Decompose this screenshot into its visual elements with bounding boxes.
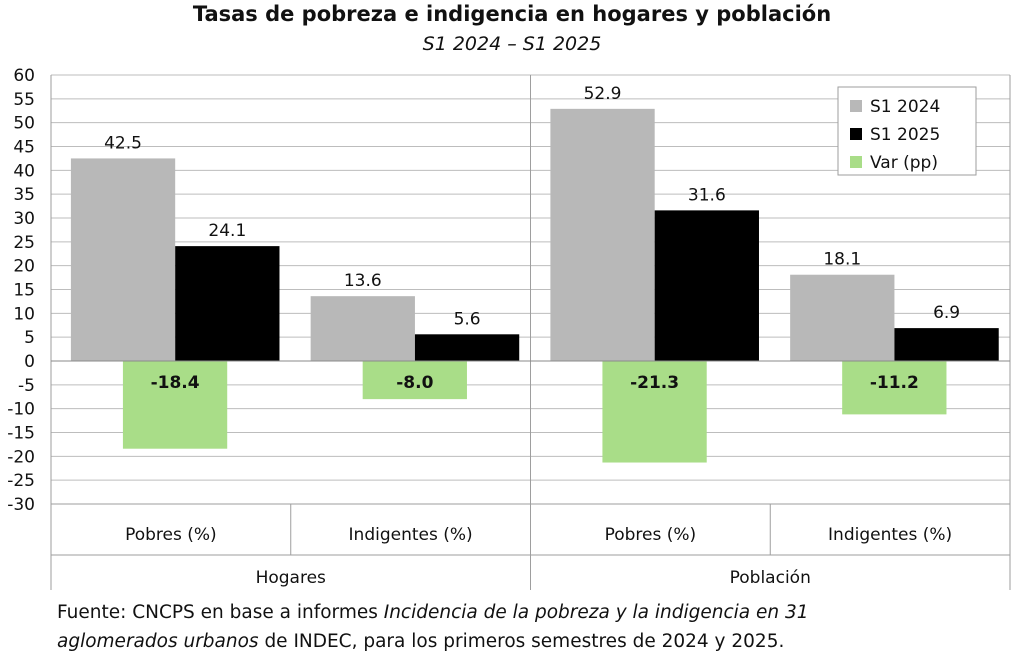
y-tick-label: 60 bbox=[13, 66, 35, 86]
bar-chart: 605550454035302520151050-5-10-15-20-25-3… bbox=[7, 66, 1011, 590]
legend-label: S1 2025 bbox=[870, 125, 940, 145]
category-label: Indigentes (%) bbox=[828, 525, 952, 545]
y-tick-label: -30 bbox=[7, 495, 35, 515]
category-label: Pobres (%) bbox=[125, 525, 217, 545]
y-tick-label: -20 bbox=[7, 447, 35, 467]
bar-var-pp bbox=[602, 361, 707, 463]
y-tick-label: 55 bbox=[13, 90, 35, 110]
y-tick-label: -10 bbox=[7, 400, 35, 420]
source-note: Fuente: CNCPS en base a informes Inciden… bbox=[57, 598, 1007, 656]
y-tick-label: 15 bbox=[13, 281, 35, 301]
y-tick-label: 35 bbox=[13, 185, 35, 205]
legend-swatch bbox=[850, 156, 862, 168]
data-label-var-pp: -11.2 bbox=[870, 373, 919, 393]
bar-s1-2024 bbox=[790, 274, 895, 361]
y-tick-label: 50 bbox=[13, 114, 35, 134]
y-tick-label: 25 bbox=[13, 233, 35, 253]
bar-var-pp bbox=[842, 361, 947, 415]
chart-title: Tasas de pobreza e indigencia en hogares… bbox=[192, 2, 832, 26]
category-label: Indigentes (%) bbox=[349, 525, 473, 545]
bar-s1-2025 bbox=[414, 334, 520, 361]
bar-s1-2025 bbox=[654, 210, 759, 361]
bar-s1-2024 bbox=[310, 296, 415, 361]
y-tick-label: 40 bbox=[13, 161, 35, 181]
chart-subtitle: S1 2024 – S1 2025 bbox=[422, 33, 602, 55]
source-title-part1: Incidencia de la pobreza y la indigencia… bbox=[383, 602, 809, 623]
y-tick-label: -25 bbox=[7, 471, 35, 491]
data-label-var-pp: -18.4 bbox=[151, 373, 200, 393]
legend-label: Var (pp) bbox=[870, 153, 938, 173]
y-tick-label: 0 bbox=[24, 352, 35, 372]
bar-var-pp bbox=[122, 361, 228, 449]
y-tick-label: 10 bbox=[13, 304, 35, 324]
group-label: Población bbox=[730, 568, 811, 588]
bar-s1-2024 bbox=[70, 158, 176, 361]
y-tick-label: -5 bbox=[18, 376, 35, 396]
bar-s1-2024 bbox=[550, 108, 655, 362]
data-label-s1-2025: 31.6 bbox=[688, 185, 726, 205]
data-label-var-pp: -21.3 bbox=[630, 373, 679, 393]
legend-swatch bbox=[850, 100, 862, 112]
data-label-s1-2024: 42.5 bbox=[104, 133, 142, 153]
legend-swatch bbox=[850, 128, 862, 140]
legend-label: S1 2024 bbox=[870, 97, 940, 117]
bar-s1-2025 bbox=[894, 328, 999, 361]
data-label-s1-2025: 6.9 bbox=[933, 303, 960, 323]
y-tick-label: 5 bbox=[24, 328, 35, 348]
y-tick-label: 30 bbox=[13, 209, 35, 229]
source-text-end: de INDEC, para los primeros semestres de… bbox=[258, 631, 785, 652]
category-label: Pobres (%) bbox=[605, 525, 697, 545]
data-label-var-pp: -8.0 bbox=[396, 373, 433, 393]
group-label: Hogares bbox=[256, 568, 326, 588]
data-label-s1-2024: 13.6 bbox=[344, 271, 382, 291]
bar-var-pp bbox=[362, 361, 467, 400]
y-tick-label: 20 bbox=[13, 257, 35, 277]
data-label-s1-2025: 5.6 bbox=[454, 309, 481, 329]
y-tick-label: 45 bbox=[13, 138, 35, 158]
data-label-s1-2024: 18.1 bbox=[823, 250, 861, 270]
source-title-part2: aglomerados urbanos bbox=[57, 631, 259, 652]
data-label-s1-2024: 52.9 bbox=[584, 84, 622, 104]
data-label-s1-2025: 24.1 bbox=[208, 221, 246, 241]
bar-s1-2025 bbox=[175, 246, 280, 361]
source-text: Fuente: CNCPS en base a informes bbox=[57, 602, 384, 623]
y-tick-label: -15 bbox=[7, 424, 35, 444]
